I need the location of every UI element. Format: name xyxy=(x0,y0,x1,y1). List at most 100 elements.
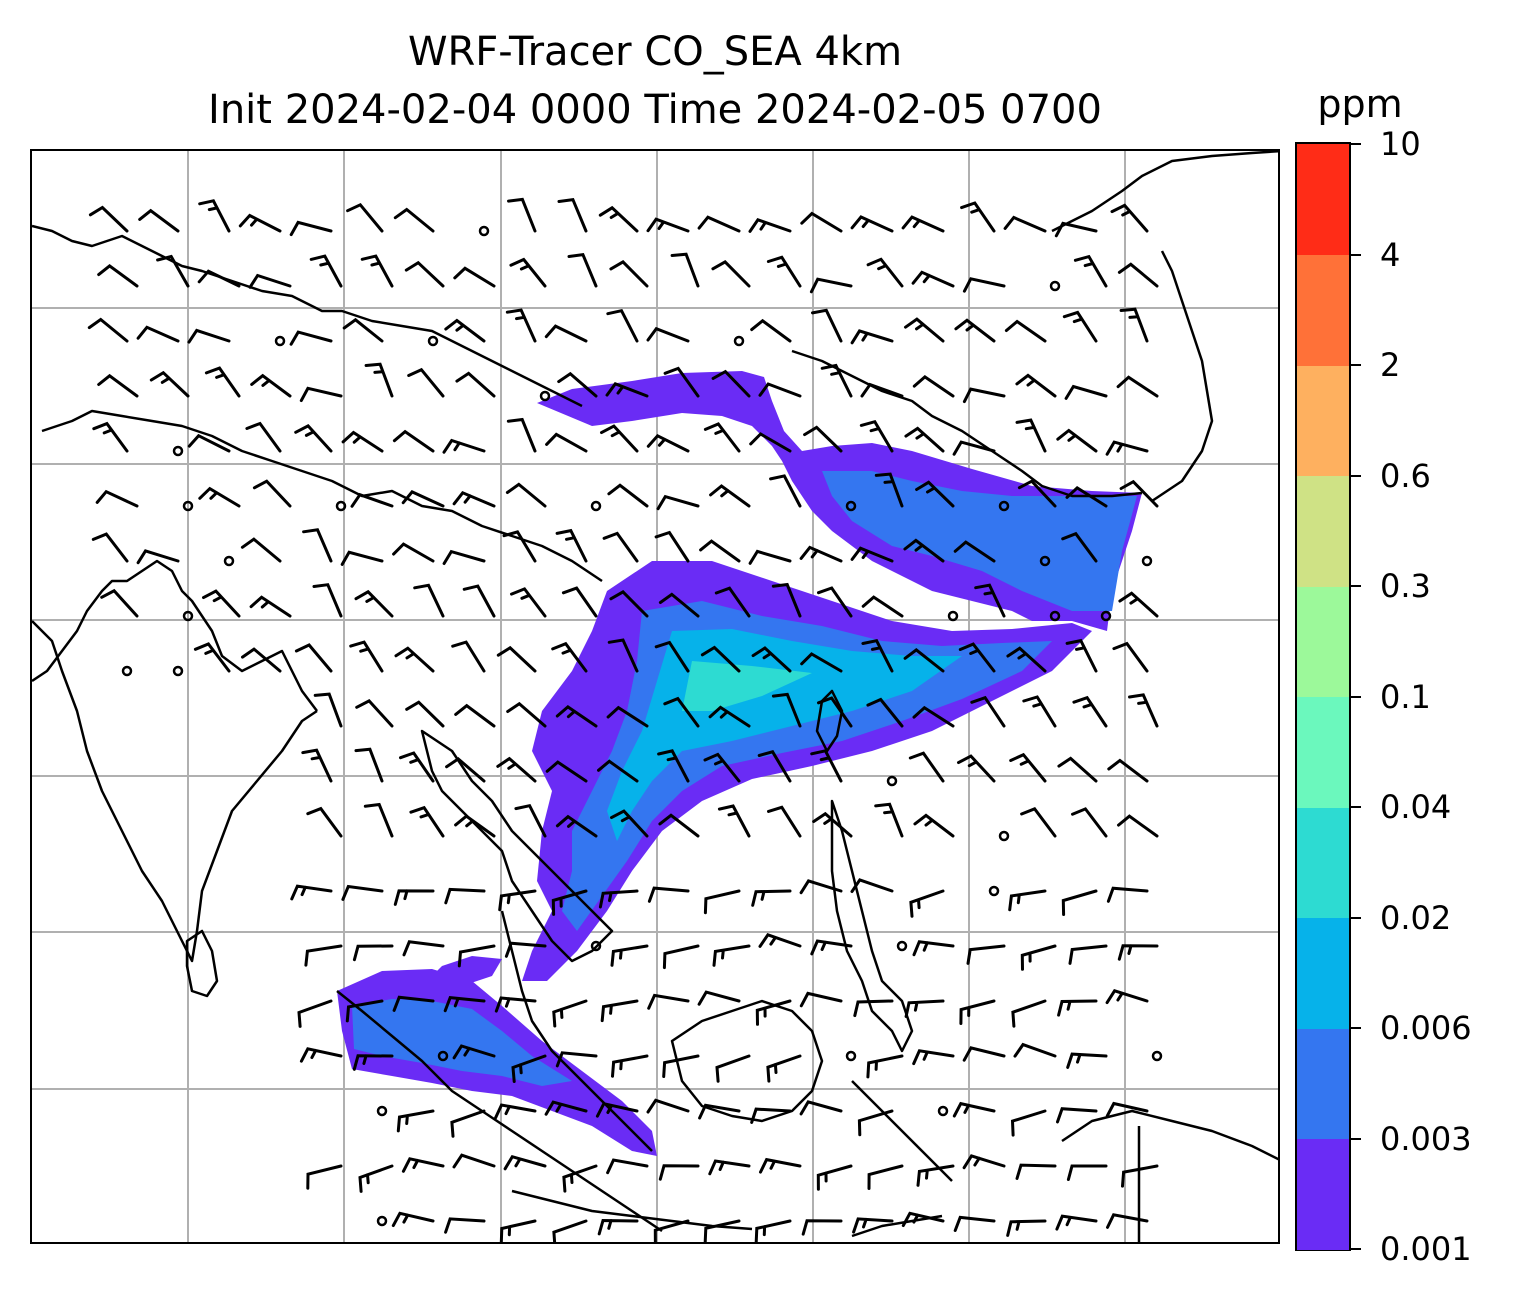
wind-barb xyxy=(503,1154,547,1171)
wind-barb xyxy=(364,362,394,398)
colorbar-segment xyxy=(1297,254,1349,366)
wind-barb xyxy=(1022,695,1057,728)
wind-barb xyxy=(703,422,741,453)
calm-wind-circle xyxy=(1151,1050,1163,1062)
wind-barb xyxy=(349,640,384,673)
wind-barb xyxy=(238,213,282,233)
wind-barb xyxy=(597,759,639,783)
wind-barb xyxy=(452,490,496,508)
calm-wind-circle xyxy=(121,665,133,677)
wind-barb xyxy=(156,254,190,288)
calm-wind-circle xyxy=(845,500,857,512)
wind-barb xyxy=(698,1103,741,1120)
wind-barb xyxy=(646,433,690,453)
calm-wind-circle xyxy=(1049,280,1061,292)
wind-barb xyxy=(959,999,996,1025)
wind-barb xyxy=(820,363,853,398)
wind-barb xyxy=(1105,1101,1149,1118)
calm-wind-circle xyxy=(937,1105,949,1117)
wind-barb xyxy=(1068,944,1108,965)
coastline-korea-japan xyxy=(1051,151,1278,233)
wind-barb xyxy=(346,202,384,233)
calm-wind-circle xyxy=(896,940,908,952)
coastline-philippines xyxy=(830,799,914,1053)
wind-barb xyxy=(187,328,231,344)
wind-barb xyxy=(1128,693,1159,728)
wind-barb xyxy=(555,1051,598,1068)
wind-barb xyxy=(452,1044,496,1060)
calm-wind-circle xyxy=(478,225,490,237)
wind-barb xyxy=(409,805,445,838)
wind-barb xyxy=(444,1217,486,1234)
wind-barb xyxy=(462,584,496,618)
wind-barb xyxy=(866,1054,904,1079)
wind-barb xyxy=(657,749,690,783)
wind-barb xyxy=(663,696,700,728)
calm-wind-circle xyxy=(886,775,898,787)
wind-barb xyxy=(297,999,333,1028)
wind-barb xyxy=(911,270,955,288)
coastline-sumatra xyxy=(336,990,663,1233)
wind-barb xyxy=(1011,999,1047,1028)
wind-barb xyxy=(457,944,496,968)
wind-barb xyxy=(557,371,598,398)
colorbar-tick-label: 0.6 xyxy=(1380,456,1431,495)
wind-barb xyxy=(708,1159,751,1176)
wind-barb xyxy=(912,705,955,728)
wind-barb xyxy=(1006,646,1047,673)
wind-barb xyxy=(962,1046,1006,1062)
wind-barb xyxy=(551,641,588,673)
wind-barb xyxy=(654,640,690,673)
wind-barb xyxy=(904,999,945,1018)
wind-barb xyxy=(611,1054,649,1078)
calm-wind-circle xyxy=(172,445,184,457)
wind-barb xyxy=(810,939,853,956)
wind-barb xyxy=(136,549,180,565)
wind-barb xyxy=(1057,756,1098,783)
wind-barb xyxy=(341,430,384,453)
wind-barb xyxy=(341,884,384,901)
wind-barb xyxy=(1064,384,1108,400)
wind-barb xyxy=(544,1100,588,1116)
wind-barb xyxy=(1073,254,1108,288)
wind-barb xyxy=(392,542,435,563)
wind-barb xyxy=(1066,1052,1108,1069)
wind-barb xyxy=(301,748,333,783)
wind-barb xyxy=(1110,203,1149,233)
wind-barb xyxy=(451,640,486,673)
colorbar-tick-label: 0.006 xyxy=(1380,1009,1472,1047)
wind-barb xyxy=(817,586,853,618)
wind-barb xyxy=(857,1109,894,1137)
map-title-line-2: Init 2024-02-04 0000 Time 2024-02-05 070… xyxy=(208,87,1102,133)
calm-wind-circle xyxy=(733,335,745,347)
wind-barb xyxy=(249,595,292,618)
wind-barb xyxy=(498,889,537,912)
wind-barb xyxy=(511,1054,547,1083)
coastline-srilanka xyxy=(185,929,219,998)
wind-barb xyxy=(957,754,996,783)
wind-barb xyxy=(901,1211,945,1228)
wind-barb xyxy=(750,1107,792,1124)
wind-barb xyxy=(193,642,231,673)
coastline-sulawesi xyxy=(851,1080,953,1182)
wind-barb xyxy=(610,809,649,838)
wind-barb xyxy=(874,802,904,838)
wind-barb xyxy=(904,317,945,343)
wind-barb xyxy=(309,254,343,288)
colorbar-tick xyxy=(1351,585,1361,587)
wind-barb xyxy=(860,382,904,398)
wind-barb xyxy=(506,701,547,728)
wind-barb xyxy=(198,199,231,233)
wind-barb xyxy=(853,999,894,1018)
calm-wind-circle xyxy=(335,500,347,512)
calm-wind-circle xyxy=(590,940,602,952)
colorbar-segment xyxy=(1297,696,1349,808)
wind-barb xyxy=(1119,479,1159,508)
colorbar-tick xyxy=(1351,1137,1361,1140)
wind-barb xyxy=(766,255,802,288)
wind-barb xyxy=(646,1098,690,1114)
wind-barb xyxy=(354,747,384,783)
colorbar-tick xyxy=(1351,474,1361,477)
wind-barb xyxy=(607,483,649,508)
wind-barb xyxy=(866,697,904,728)
